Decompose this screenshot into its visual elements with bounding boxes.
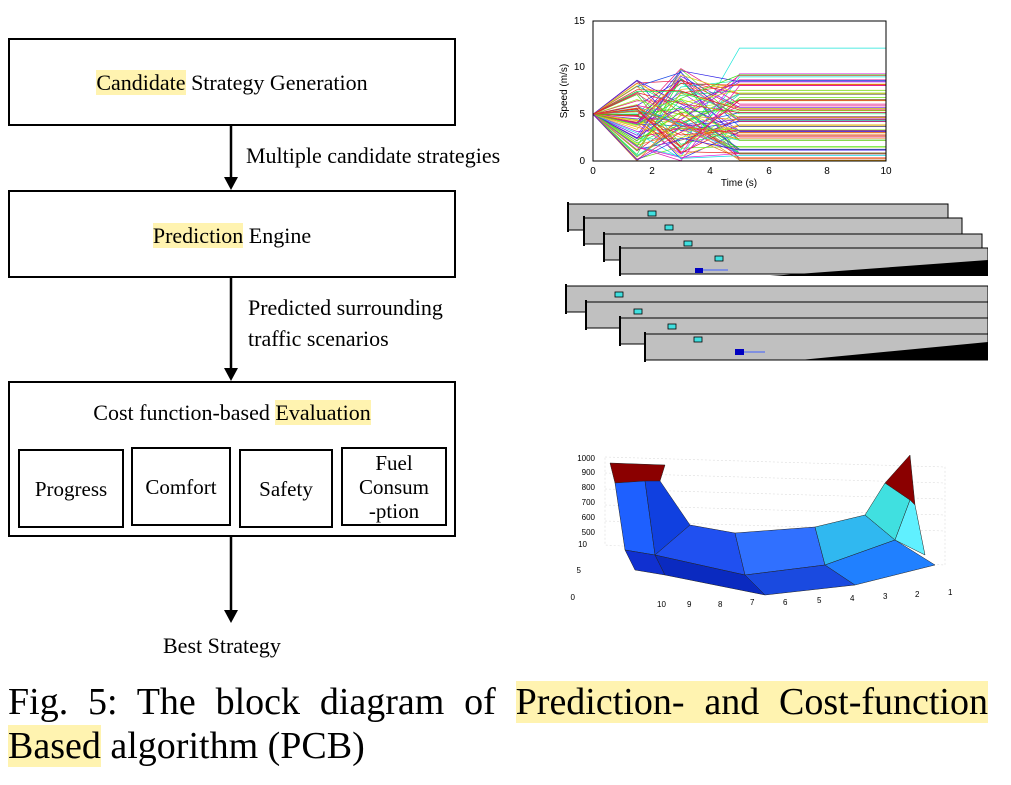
speed-trajectory	[592, 92, 886, 115]
speed-trajectory	[592, 81, 886, 120]
svg-text:700: 700	[582, 498, 596, 507]
prediction-engine-box: Prediction Engine	[8, 190, 456, 278]
ytick-10: 10	[574, 62, 586, 73]
speed-plot: 0 5 10 15 0 2 4 6 8 10 Time (s) Speed (m…	[559, 16, 892, 188]
svg-text:9: 9	[687, 600, 692, 609]
svg-text:900: 900	[582, 468, 596, 477]
svg-text:10: 10	[578, 540, 587, 549]
candidate-strategy-title: Candidate Strategy Generation	[96, 70, 368, 95]
speed-plot-frame	[592, 20, 887, 162]
scenario-stack-1	[567, 202, 988, 276]
xtick-0: 0	[590, 166, 596, 177]
speed-trajectory	[592, 68, 886, 116]
speed-trajectory	[592, 105, 886, 150]
svg-text:800: 800	[582, 483, 596, 492]
xtick-4: 4	[707, 166, 713, 177]
traffic-scenarios	[565, 202, 988, 362]
speed-trajectory	[592, 75, 886, 136]
speed-trajectory	[592, 108, 886, 154]
svg-text:5: 5	[817, 596, 822, 605]
evaluation-title: Cost function-based Evaluation	[93, 400, 371, 425]
speed-xlabel: Time (s)	[721, 178, 757, 188]
speed-trajectory	[592, 79, 886, 124]
speed-ylabel: Speed (m/s)	[559, 64, 570, 118]
speed-trajectory	[592, 94, 886, 149]
speed-trajectory	[592, 79, 886, 132]
scenario-stack-2	[565, 284, 988, 362]
svg-text:6: 6	[783, 598, 788, 607]
progress-box: Progress	[18, 449, 124, 528]
safety-box: Safety	[239, 449, 333, 528]
prediction-engine-title: Prediction Engine	[152, 223, 312, 248]
svg-text:4: 4	[850, 594, 855, 603]
speed-trajectory	[592, 93, 886, 151]
vehicle	[664, 224, 674, 231]
predicted-scenarios-label: Predicted surrounding traffic scenarios	[248, 295, 443, 351]
best-strategy-label: Best Strategy	[163, 633, 281, 658]
ytick-15: 15	[574, 16, 586, 27]
speed-trajectory	[592, 114, 886, 158]
speed-trajectory	[592, 99, 886, 149]
vehicle	[683, 240, 693, 247]
svg-text:1: 1	[948, 588, 953, 597]
svg-text:5: 5	[577, 566, 582, 575]
speed-trajectory	[592, 114, 886, 162]
speed-trajectory	[592, 113, 886, 159]
svg-text:10: 10	[657, 600, 666, 609]
speed-trajectory	[592, 83, 886, 115]
svg-text:2: 2	[915, 590, 920, 599]
speed-trajectory	[592, 113, 886, 138]
xtick-2: 2	[649, 166, 655, 177]
speed-trajectory	[592, 113, 886, 147]
speed-trajectory	[592, 100, 886, 138]
speed-trajectory	[592, 98, 886, 118]
ytick-5: 5	[579, 109, 585, 120]
svg-text:600: 600	[582, 513, 596, 522]
speed-trajectory	[592, 73, 886, 155]
svg-text:3: 3	[883, 592, 888, 601]
speed-trajectory	[592, 107, 886, 135]
speed-trajectory	[592, 74, 886, 126]
ego-vehicle	[695, 268, 703, 273]
svg-text:0: 0	[571, 593, 576, 602]
svg-text:500: 500	[582, 528, 596, 537]
svg-text:7: 7	[750, 598, 755, 607]
xtick-10: 10	[880, 166, 892, 177]
ytick-0: 0	[579, 156, 585, 167]
evaluation-box: Cost function-based Evaluation Progress …	[8, 381, 456, 537]
speed-trajectory	[592, 92, 886, 124]
vehicle	[647, 210, 657, 217]
multiple-strategies-label: Multiple candidate strategies	[246, 143, 501, 168]
speed-trajectory	[592, 74, 886, 130]
flow-arrows	[224, 126, 238, 623]
cost-surface-plot: 1000 900 800 700 600 500 10 5 0 10 9 8 7…	[571, 454, 953, 609]
speed-trajectory	[592, 111, 886, 145]
candidate-strategy-box: Candidate Strategy Generation	[8, 38, 456, 126]
figure-caption: Fig. 5: The block diagram of Prediction-…	[8, 681, 988, 767]
vehicle	[714, 255, 724, 262]
speed-trajectory	[592, 89, 886, 115]
xtick-8: 8	[824, 166, 830, 177]
fuel-consumption-box: Fuel Consum -ption	[341, 447, 447, 526]
svg-text:1000: 1000	[577, 454, 595, 463]
comfort-box: Comfort	[131, 447, 231, 526]
speed-trajectory	[592, 113, 886, 141]
speed-trajectory	[592, 114, 886, 161]
speed-trajectory	[592, 91, 886, 115]
speed-trajectories	[592, 47, 886, 162]
svg-text:8: 8	[718, 600, 723, 609]
speed-trajectory	[592, 85, 886, 140]
speed-trajectory	[592, 99, 886, 141]
xtick-6: 6	[766, 166, 772, 177]
